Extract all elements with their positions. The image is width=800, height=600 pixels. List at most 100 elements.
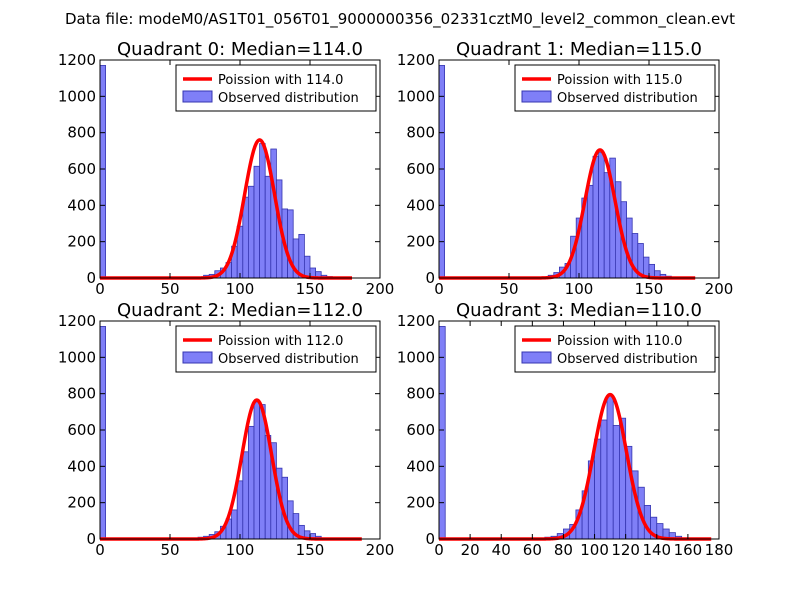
y-tick-label: 400	[406, 196, 435, 214]
poisson-fit-line	[437, 148, 697, 280]
y-tick-label: 600	[406, 421, 435, 439]
histogram-bar	[259, 143, 266, 279]
legend-box	[514, 325, 716, 373]
x-tick-label: 0	[95, 541, 105, 559]
x-tick-label: 0	[434, 541, 444, 559]
poisson-fit-line	[98, 138, 354, 280]
histogram-bar	[438, 326, 446, 540]
histogram-bar	[99, 65, 106, 279]
histogram-bar	[231, 509, 238, 540]
y-tick-label: 1000	[397, 87, 435, 105]
x-tick-label: 60	[523, 541, 542, 559]
y-tick-label: 1000	[58, 87, 96, 105]
histogram-bar	[242, 451, 249, 540]
legend-box	[175, 64, 377, 112]
x-tick-label: 50	[160, 541, 179, 559]
panel-title: Quadrant 3: Median=110.0	[456, 300, 702, 321]
legend-bar-swatch	[521, 90, 552, 103]
legend-box	[514, 64, 716, 112]
x-tick-label: 40	[492, 541, 511, 559]
y-tick-label: 1200	[58, 312, 96, 330]
legend-label-observed: Observed distribution	[557, 352, 698, 367]
panel-title: Quadrant 2: Median=112.0	[117, 300, 363, 321]
y-tick-label: 200	[67, 233, 96, 251]
histogram-bar	[247, 425, 255, 540]
figure-suptitle: Data file: modeM0/AS1T01_056T01_90000003…	[65, 10, 735, 29]
x-tick-label: 150	[296, 541, 325, 559]
histogram-bar	[298, 233, 305, 279]
histogram-bar	[253, 165, 260, 279]
y-tick-label: 600	[67, 160, 96, 178]
y-tick-label: 1200	[397, 312, 435, 330]
x-tick-label: 50	[499, 280, 518, 298]
y-tick-label: 1000	[58, 348, 96, 366]
x-tick-label: 100	[580, 541, 609, 559]
histogram-bar	[606, 395, 614, 540]
histogram-bar	[253, 401, 260, 540]
y-tick-label: 800	[406, 385, 435, 403]
y-tick-label: 1200	[58, 51, 96, 69]
y-tick-label: 0	[86, 269, 96, 287]
histogram-bar	[303, 255, 311, 279]
legend: Poission with 112.0 Observed distribution	[175, 325, 377, 373]
quadrant-0-panel: Quadrant 0: Median=114.0 0 200 400 600 800 100…	[58, 39, 395, 298]
x-tick-label: 100	[226, 280, 255, 298]
poisson-fit-line	[98, 398, 363, 541]
legend-label-observed: Observed distribution	[557, 91, 698, 106]
x-tick-label: 0	[434, 280, 444, 298]
quadrant-1-panel: Quadrant 1: Median=115.0 0 200 400 600 800 100…	[397, 39, 734, 298]
x-tick-label: 140	[642, 541, 671, 559]
histogram-bar	[592, 155, 599, 279]
legend-label-poisson: Poission with 114.0	[218, 73, 343, 88]
quadrant-3-panel: Quadrant 3: Median=110.0 0 200 400 600 800 100…	[397, 300, 734, 559]
legend-bar-swatch	[521, 351, 552, 364]
legend: Poission with 110.0 Observed distribution	[514, 325, 716, 373]
y-tick-label: 800	[67, 124, 96, 142]
y-tick-label: 800	[67, 385, 96, 403]
x-tick-label: 50	[160, 280, 179, 298]
x-tick-label: 150	[296, 280, 325, 298]
histogram-bar	[247, 185, 255, 279]
y-tick-label: 200	[67, 494, 96, 512]
quadrant-2-panel: Quadrant 2: Median=112.0 0 200 400 600 800 100…	[58, 300, 395, 559]
legend: Poission with 114.0 Observed distribution	[175, 64, 377, 112]
y-tick-label: 400	[406, 457, 435, 475]
histogram-bar	[598, 152, 605, 279]
x-tick-label: 200	[705, 280, 734, 298]
legend-label-observed: Observed distribution	[218, 91, 359, 106]
y-tick-label: 1000	[397, 348, 435, 366]
legend-bar-swatch	[182, 90, 213, 103]
x-tick-label: 150	[635, 280, 664, 298]
y-tick-label: 600	[406, 160, 435, 178]
y-tick-label: 400	[67, 196, 96, 214]
panel-title: Quadrant 0: Median=114.0	[117, 39, 363, 60]
histogram-bar	[626, 217, 633, 279]
histogram-bar	[236, 480, 244, 540]
y-tick-label: 400	[67, 457, 96, 475]
x-tick-label: 80	[554, 541, 573, 559]
x-tick-label: 200	[366, 541, 395, 559]
x-tick-label: 180	[705, 541, 734, 559]
histogram-bar	[270, 148, 277, 279]
y-tick-label: 200	[406, 494, 435, 512]
y-tick-label: 200	[406, 233, 435, 251]
poisson-fit-line	[438, 392, 713, 541]
x-tick-label: 100	[226, 541, 255, 559]
histogram-bar	[264, 175, 272, 279]
x-tick-label: 0	[95, 280, 105, 298]
x-tick-label: 200	[366, 280, 395, 298]
panels-container: Quadrant 0: Median=114.00200400600800100…	[58, 39, 734, 559]
legend-label-poisson: Poission with 110.0	[557, 334, 682, 349]
histogram-bar	[587, 184, 594, 279]
panel-title: Quadrant 1: Median=115.0	[456, 39, 702, 60]
x-tick-label: 160	[674, 541, 703, 559]
x-tick-label: 120	[611, 541, 640, 559]
histogram-bar	[594, 438, 602, 540]
x-tick-label: 20	[461, 541, 480, 559]
y-tick-label: 800	[406, 124, 435, 142]
histogram-bar	[600, 419, 608, 540]
histogram-bar	[438, 65, 445, 279]
y-tick-label: 1200	[397, 51, 435, 69]
legend-bar-swatch	[182, 351, 213, 364]
